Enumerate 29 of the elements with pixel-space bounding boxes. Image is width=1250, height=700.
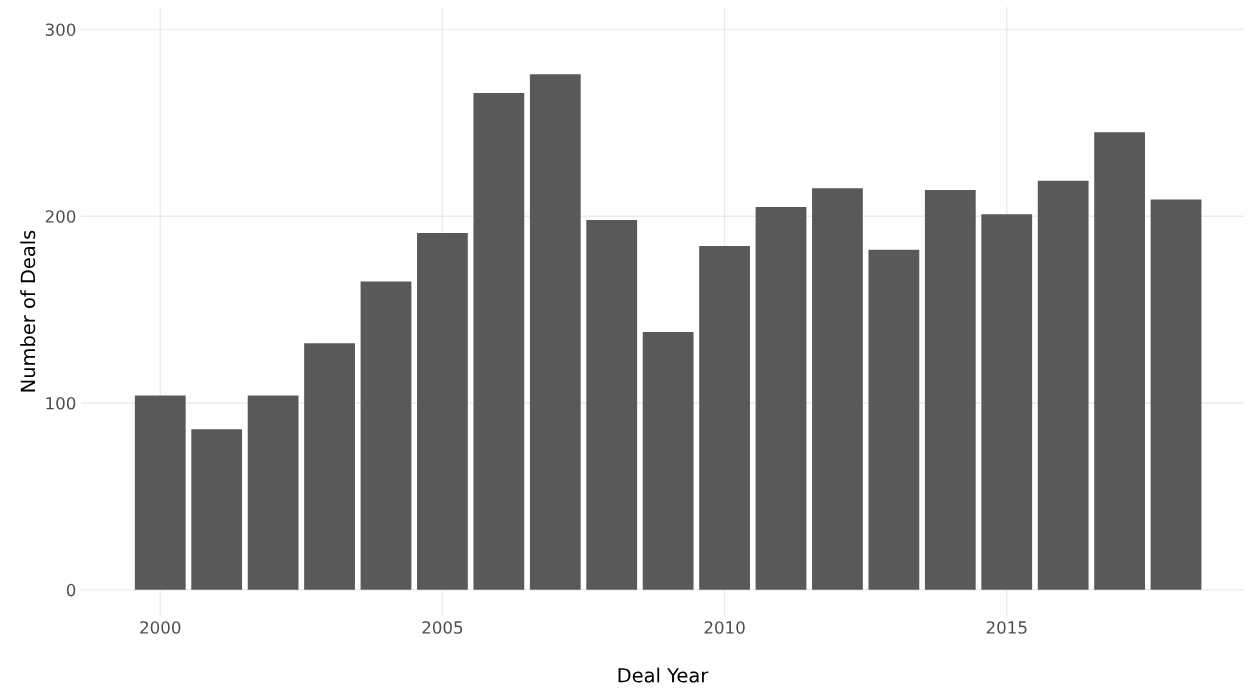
bar (755, 206, 807, 590)
x-tick-label: 2010 (704, 621, 745, 634)
x-axis-title: Deal Year (618, 667, 709, 683)
bar (1037, 180, 1089, 590)
bar (642, 332, 694, 590)
y-tick-label: 0 (66, 583, 76, 597)
bar (1094, 132, 1145, 590)
bar (191, 429, 243, 590)
bar (247, 395, 299, 590)
y-tick-label: 200 (45, 210, 76, 223)
bar (529, 74, 581, 590)
bar (924, 190, 976, 590)
x-tick-label: 2005 (422, 621, 463, 634)
y-tick-label: 100 (46, 397, 76, 410)
bar (586, 219, 638, 590)
bar (304, 343, 355, 590)
bar (360, 281, 412, 590)
bar (868, 249, 920, 590)
bar (473, 92, 525, 590)
bar (981, 214, 1033, 590)
x-tick-label: 2000 (140, 621, 181, 634)
bar (699, 246, 750, 590)
bar (417, 233, 468, 590)
bar (812, 188, 863, 590)
y-axis-title: Number of Deals (20, 230, 36, 392)
bar (1150, 199, 1202, 590)
x-tick-label: 2015 (986, 621, 1027, 634)
bar (134, 395, 186, 590)
y-tick-label: 300 (45, 23, 76, 36)
